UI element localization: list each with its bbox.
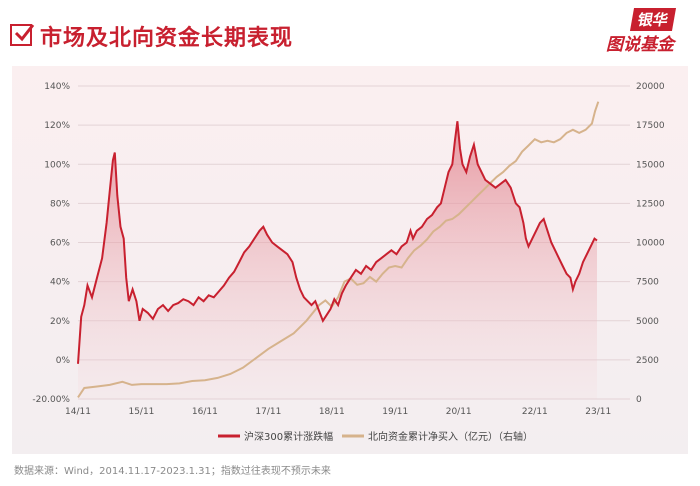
right-tick-label: 15000 [636, 160, 665, 170]
left-tick-label: 140% [44, 82, 70, 92]
legend: 沪深300累计涨跌幅 北向资金累计净买入（亿元）（右轴） [218, 430, 533, 443]
right-tick-label: 2500 [636, 356, 659, 366]
x-tick-label: 14/11 [65, 407, 91, 417]
checkbox-icon [10, 24, 35, 46]
footnote: 数据来源：Wind，2014.11.17-2023.1.31；指数过往表现不预示… [14, 466, 331, 477]
left-axis: 140% 120% 100% 80% 60% 40% 20% 0% -20.00% [32, 82, 70, 405]
right-tick-label: 12500 [636, 199, 665, 209]
right-tick-label: 20000 [636, 82, 665, 92]
left-tick-label: 60% [50, 239, 70, 249]
x-tick-label: 18/11 [319, 407, 345, 417]
right-tick-label: 0 [636, 395, 642, 405]
header: 市场及北向资金长期表现 银华 图说基金 [0, 0, 700, 66]
legend-hs300-label: 沪深300累计涨跌幅 [244, 430, 333, 443]
x-tick-label: 22/11 [522, 407, 548, 417]
left-tick-label: 20% [50, 317, 70, 327]
left-tick-label: 80% [50, 199, 70, 209]
x-tick-label: 16/11 [192, 407, 218, 417]
chart: 140% 120% 100% 80% 60% 40% 20% 0% -20.00% 20000 1… [32, 82, 665, 443]
right-axis: 20000 17500 15000 12500 10000 7500 5000 2500 0 [636, 82, 665, 405]
left-tick-label: 100% [44, 160, 70, 170]
hs300-area [78, 121, 597, 399]
x-tick-label: 23/11 [585, 407, 611, 417]
brand-logo: 银华 图说基金 [606, 8, 686, 56]
left-tick-label: 40% [50, 278, 70, 288]
x-tick-label: 17/11 [255, 407, 281, 417]
right-tick-label: 10000 [636, 239, 665, 249]
left-tick-label: 0% [56, 356, 71, 366]
page-title: 市场及北向资金长期表现 [40, 26, 294, 51]
x-tick-label: 20/11 [446, 407, 472, 417]
hs300-line [77, 121, 598, 364]
brand-logo-top: 银华 [629, 8, 677, 31]
legend-northbound-label: 北向资金累计净买入（亿元）（右轴） [368, 430, 533, 443]
right-tick-label: 5000 [636, 317, 659, 327]
x-axis: 14/11 15/11 16/11 17/11 18/11 19/11 20/11 22/11… [65, 407, 611, 417]
left-tick-label: 120% [44, 121, 70, 131]
left-tick-label: -20.00% [32, 395, 70, 405]
northbound-line [77, 101, 600, 398]
right-tick-label: 17500 [636, 121, 665, 131]
x-tick-label: 15/11 [128, 407, 154, 417]
x-tick-label: 19/11 [382, 407, 408, 417]
right-tick-label: 7500 [636, 278, 659, 288]
brand-logo-bottom: 图说基金 [606, 35, 674, 55]
chart-panel: 140% 120% 100% 80% 60% 40% 20% 0% -20.00% 20000 1… [12, 66, 688, 454]
